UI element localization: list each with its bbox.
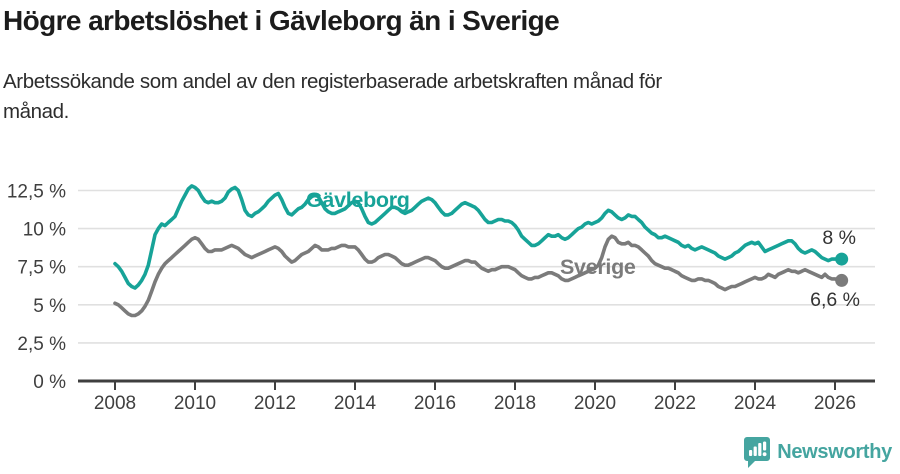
x-axis-tick-label: 2010 [174, 393, 216, 414]
y-axis-tick-label: 7,5 % [17, 258, 66, 279]
x-axis-tick-label: 2016 [414, 393, 456, 414]
chart-subtitle-line2: månad. [3, 100, 69, 123]
series-end-dot-sverige [835, 273, 849, 287]
chart-subtitle: Arbetssökande som andel av den registerb… [3, 67, 883, 127]
x-axis-tick-label: 2026 [814, 393, 856, 414]
series-line-sverige [113, 234, 844, 318]
series-line-gävleborg [113, 184, 844, 290]
y-axis-tick-label: 0 % [33, 372, 66, 393]
brand-name: Newsworthy [777, 441, 892, 463]
y-axis-tick-label: 2,5 % [17, 334, 66, 355]
chart-title: Högre arbetslöshet i Gävleborg än i Sver… [3, 5, 560, 36]
y-axis-tick-label: 12,5 % [7, 182, 66, 203]
x-axis-tick-label: 2008 [94, 393, 136, 414]
x-axis-tick-label: 2020 [574, 393, 616, 414]
x-axis-tick-label: 2022 [654, 393, 696, 414]
speech-bubble-bar-chart-icon [744, 437, 771, 468]
x-axis-tick-label: 2018 [494, 393, 536, 414]
series-end-value-gävleborg: 8 % [822, 227, 856, 249]
newsworthy-logo: Newsworthy [744, 437, 892, 468]
series-end-value-sverige: 6,6 % [810, 289, 860, 311]
x-axis-tick-label: 2014 [334, 393, 377, 414]
series-label-sverige: Sverige [560, 255, 636, 279]
x-axis-tick-label: 2024 [734, 393, 777, 414]
series-end-dot-gävleborg [835, 252, 849, 266]
y-axis-tick-label: 5 % [33, 296, 66, 317]
x-axis-tick-label: 2012 [254, 393, 296, 414]
y-axis-tick-label: 10 % [23, 220, 66, 241]
chart-subtitle-line1: Arbetssökande som andel av den registerb… [3, 70, 662, 93]
series-label-gävleborg: Gävleborg [306, 188, 410, 212]
